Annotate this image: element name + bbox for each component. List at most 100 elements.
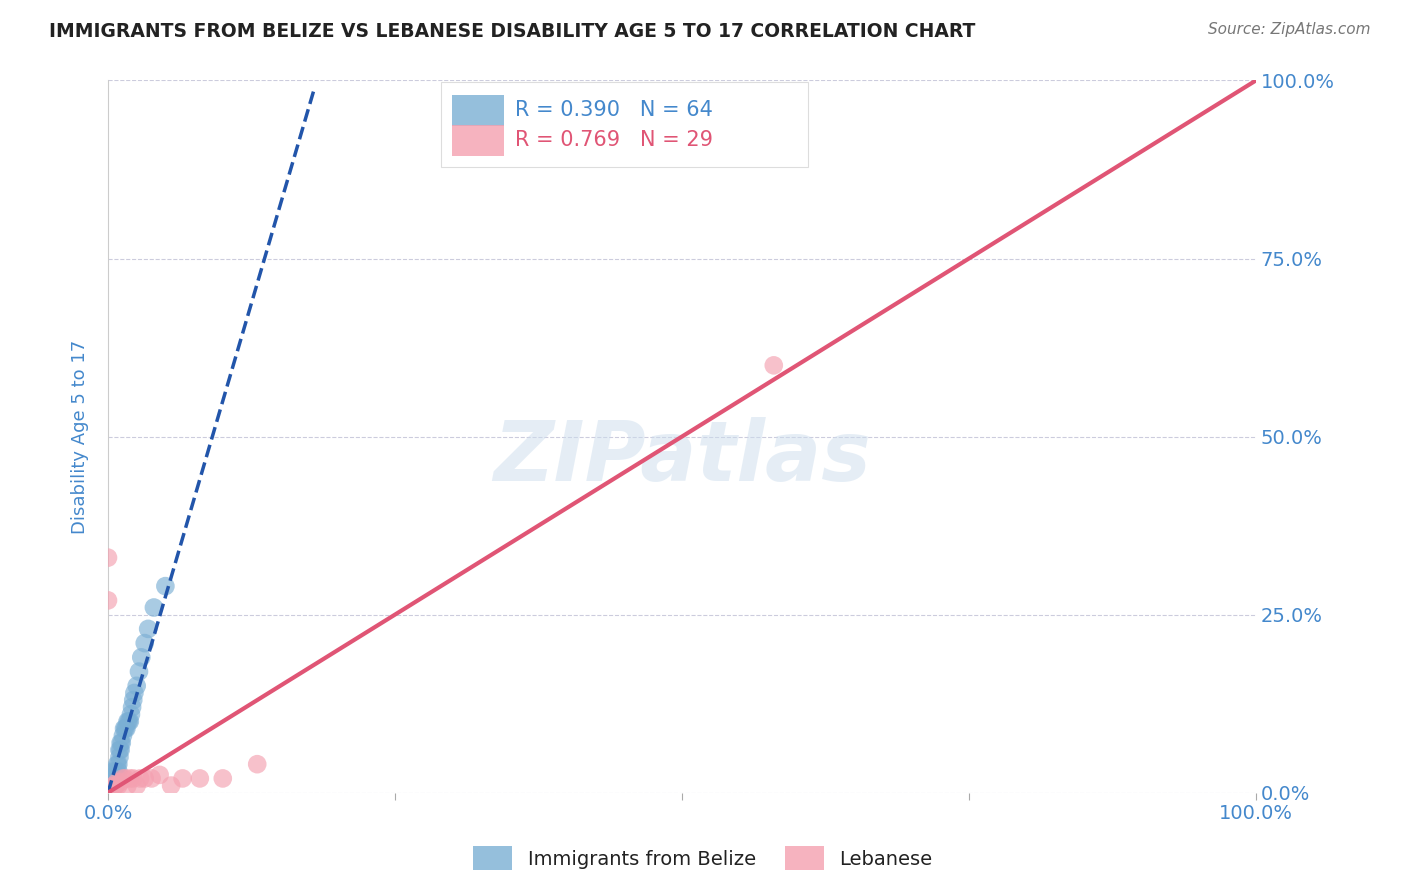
- Point: [118, 772, 141, 786]
- Point: [97, 786, 120, 800]
- Point: [97, 786, 120, 800]
- Point: [104, 768, 127, 782]
- Point: [105, 757, 128, 772]
- Point: [125, 779, 148, 793]
- Point: [128, 665, 150, 679]
- Point: [107, 757, 129, 772]
- Text: ZIPatlas: ZIPatlas: [494, 417, 870, 499]
- Text: R = 0.769   N = 29: R = 0.769 N = 29: [516, 130, 713, 151]
- Point: [104, 772, 127, 786]
- Point: [104, 779, 127, 793]
- Point: [97, 786, 120, 800]
- Point: [103, 764, 125, 779]
- Point: [97, 782, 120, 797]
- Legend: Immigrants from Belize, Lebanese: Immigrants from Belize, Lebanese: [465, 838, 941, 878]
- Point: [117, 714, 139, 729]
- Point: [114, 772, 136, 786]
- Point: [111, 729, 134, 743]
- Point: [100, 786, 122, 800]
- Point: [98, 786, 121, 800]
- Point: [105, 764, 128, 779]
- Point: [129, 650, 152, 665]
- Point: [155, 579, 177, 593]
- Point: [97, 593, 120, 607]
- Point: [101, 786, 124, 800]
- Point: [141, 772, 163, 786]
- FancyBboxPatch shape: [441, 82, 808, 168]
- Text: Source: ZipAtlas.com: Source: ZipAtlas.com: [1208, 22, 1371, 37]
- Point: [118, 714, 141, 729]
- Point: [211, 772, 233, 786]
- Point: [97, 786, 120, 800]
- Point: [103, 779, 125, 793]
- Point: [97, 779, 120, 793]
- Point: [103, 772, 125, 786]
- Point: [117, 779, 139, 793]
- Point: [122, 693, 145, 707]
- Point: [105, 772, 128, 786]
- Point: [149, 768, 172, 782]
- Point: [246, 757, 269, 772]
- Point: [97, 550, 120, 565]
- Point: [97, 786, 120, 800]
- Point: [118, 714, 141, 729]
- Point: [97, 786, 120, 800]
- FancyBboxPatch shape: [453, 125, 503, 156]
- Point: [101, 772, 124, 786]
- Point: [188, 772, 211, 786]
- Point: [101, 779, 124, 793]
- Point: [98, 786, 121, 800]
- Point: [100, 786, 122, 800]
- Point: [97, 772, 120, 786]
- Point: [124, 686, 146, 700]
- Point: [97, 779, 120, 793]
- Point: [111, 772, 134, 786]
- Point: [120, 707, 142, 722]
- Point: [110, 736, 132, 750]
- Point: [108, 743, 131, 757]
- Point: [129, 772, 152, 786]
- Point: [97, 772, 120, 786]
- Point: [101, 772, 124, 786]
- Point: [108, 750, 131, 764]
- Point: [97, 786, 120, 800]
- Point: [97, 779, 120, 793]
- Point: [115, 722, 138, 736]
- Text: R = 0.390   N = 64: R = 0.390 N = 64: [516, 101, 713, 120]
- Point: [107, 779, 129, 793]
- Point: [122, 772, 145, 786]
- Point: [105, 772, 128, 786]
- Point: [762, 359, 785, 373]
- Point: [160, 779, 183, 793]
- Point: [121, 700, 143, 714]
- Point: [98, 786, 121, 800]
- Point: [105, 779, 128, 793]
- Point: [97, 786, 120, 800]
- Point: [100, 786, 122, 800]
- Point: [97, 786, 120, 800]
- Point: [112, 722, 135, 736]
- Point: [114, 722, 136, 736]
- Point: [97, 775, 120, 789]
- Point: [97, 786, 120, 800]
- Point: [125, 679, 148, 693]
- Point: [142, 600, 165, 615]
- Point: [136, 622, 159, 636]
- Point: [97, 779, 120, 793]
- Point: [97, 772, 120, 786]
- Point: [105, 775, 128, 789]
- Point: [97, 786, 120, 800]
- Point: [172, 772, 194, 786]
- Point: [97, 786, 120, 800]
- Point: [110, 775, 132, 789]
- Point: [110, 743, 132, 757]
- Point: [134, 636, 156, 650]
- Point: [107, 764, 129, 779]
- Text: IMMIGRANTS FROM BELIZE VS LEBANESE DISABILITY AGE 5 TO 17 CORRELATION CHART: IMMIGRANTS FROM BELIZE VS LEBANESE DISAB…: [49, 22, 976, 41]
- Point: [97, 786, 120, 800]
- FancyBboxPatch shape: [453, 95, 503, 126]
- Point: [134, 772, 156, 786]
- Y-axis label: Disability Age 5 to 17: Disability Age 5 to 17: [72, 340, 89, 533]
- Point: [97, 786, 120, 800]
- Point: [111, 736, 134, 750]
